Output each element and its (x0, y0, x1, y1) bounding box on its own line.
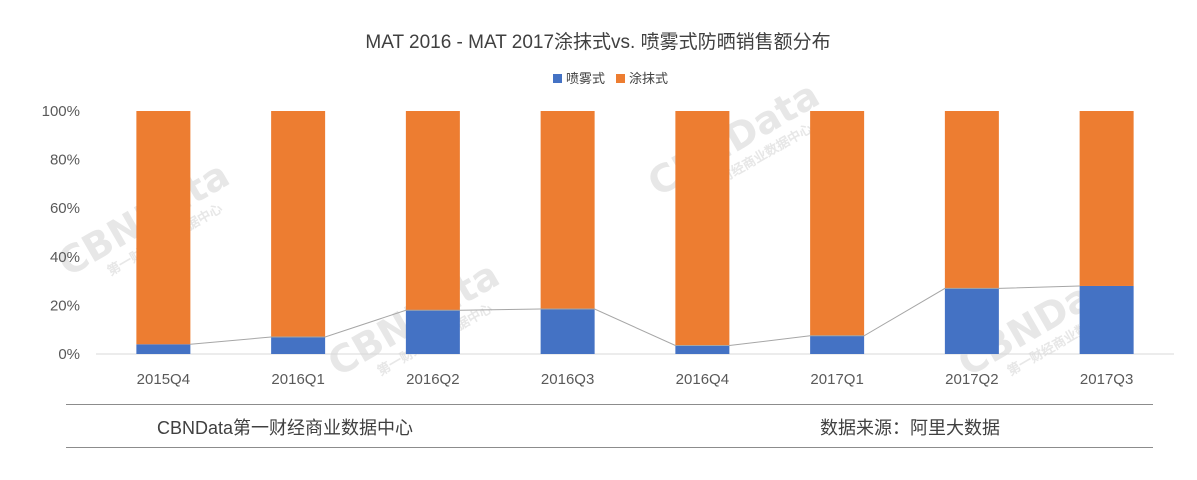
bar-spray-2016Q2 (405, 310, 460, 354)
bar-cream-2015Q4 (136, 111, 191, 345)
bar-spray-2017Q2 (944, 288, 999, 354)
bar-spray-2017Q3 (1079, 285, 1134, 354)
stacked-bar-chart: CBNData第一财经商业数据中心CBNData第一财经商业数据中心CBNDat… (42, 31, 1174, 388)
y-tick-label: 80% (50, 152, 80, 169)
y-tick-label: 60% (50, 200, 80, 217)
bar-cream-2016Q2 (405, 111, 460, 311)
bar-cream-2017Q2 (944, 111, 999, 289)
footer-top-rule (66, 404, 1153, 405)
bar-cream-2016Q3 (540, 111, 595, 310)
x-tick-label: 2017Q3 (1080, 371, 1133, 388)
y-tick-label: 100% (42, 103, 80, 120)
x-tick-label: 2017Q2 (945, 371, 998, 388)
legend: 喷雾式 涂抹式 (553, 71, 668, 86)
bar-cream-2017Q1 (810, 111, 865, 336)
bar-cream-2016Q1 (271, 111, 326, 337)
x-axis: 2015Q4 2016Q1 2016Q2 2016Q3 2016Q4 2017Q1 2017… (137, 371, 1134, 388)
footer-source-right: 数据来源：阿里大数据 (820, 418, 1000, 438)
bar-spray-2016Q1 (271, 336, 326, 354)
y-tick-label: 40% (50, 249, 80, 266)
chart-title: MAT 2016 - MAT 2017涂抹式vs. 喷雾式防晒销售额分布 (365, 31, 830, 53)
footer-source-left: CBNData第一财经商业数据中心 (157, 418, 414, 438)
bar-cream-2016Q4 (675, 111, 730, 346)
bars (136, 111, 1134, 354)
bar-spray-2016Q3 (540, 309, 595, 354)
bar-cream-2017Q3 (1079, 111, 1134, 286)
legend-label-cream: 涂抹式 (629, 71, 668, 86)
y-tick-label: 0% (58, 346, 80, 363)
bar-spray-2017Q1 (810, 335, 865, 354)
x-tick-label: 2016Q4 (676, 371, 729, 388)
bar-spray-2015Q4 (136, 344, 191, 354)
y-tick-label: 20% (50, 297, 80, 314)
legend-label-spray: 喷雾式 (566, 71, 605, 86)
x-tick-label: 2016Q2 (406, 371, 459, 388)
legend-swatch-spray (553, 74, 562, 83)
x-tick-label: 2016Q3 (541, 371, 594, 388)
x-tick-label: 2016Q1 (271, 371, 324, 388)
x-tick-label: 2017Q1 (810, 371, 863, 388)
x-tick-label: 2015Q4 (137, 371, 190, 388)
y-axis: 0% 20% 40% 60% 80% 100% (42, 103, 80, 363)
bar-spray-2016Q4 (675, 345, 730, 354)
legend-swatch-cream (616, 74, 625, 83)
footer-bottom-rule (66, 447, 1153, 448)
watermark: CBNData第一财经商业数据中心 (640, 72, 826, 205)
series-connector-line (190, 285, 1080, 346)
